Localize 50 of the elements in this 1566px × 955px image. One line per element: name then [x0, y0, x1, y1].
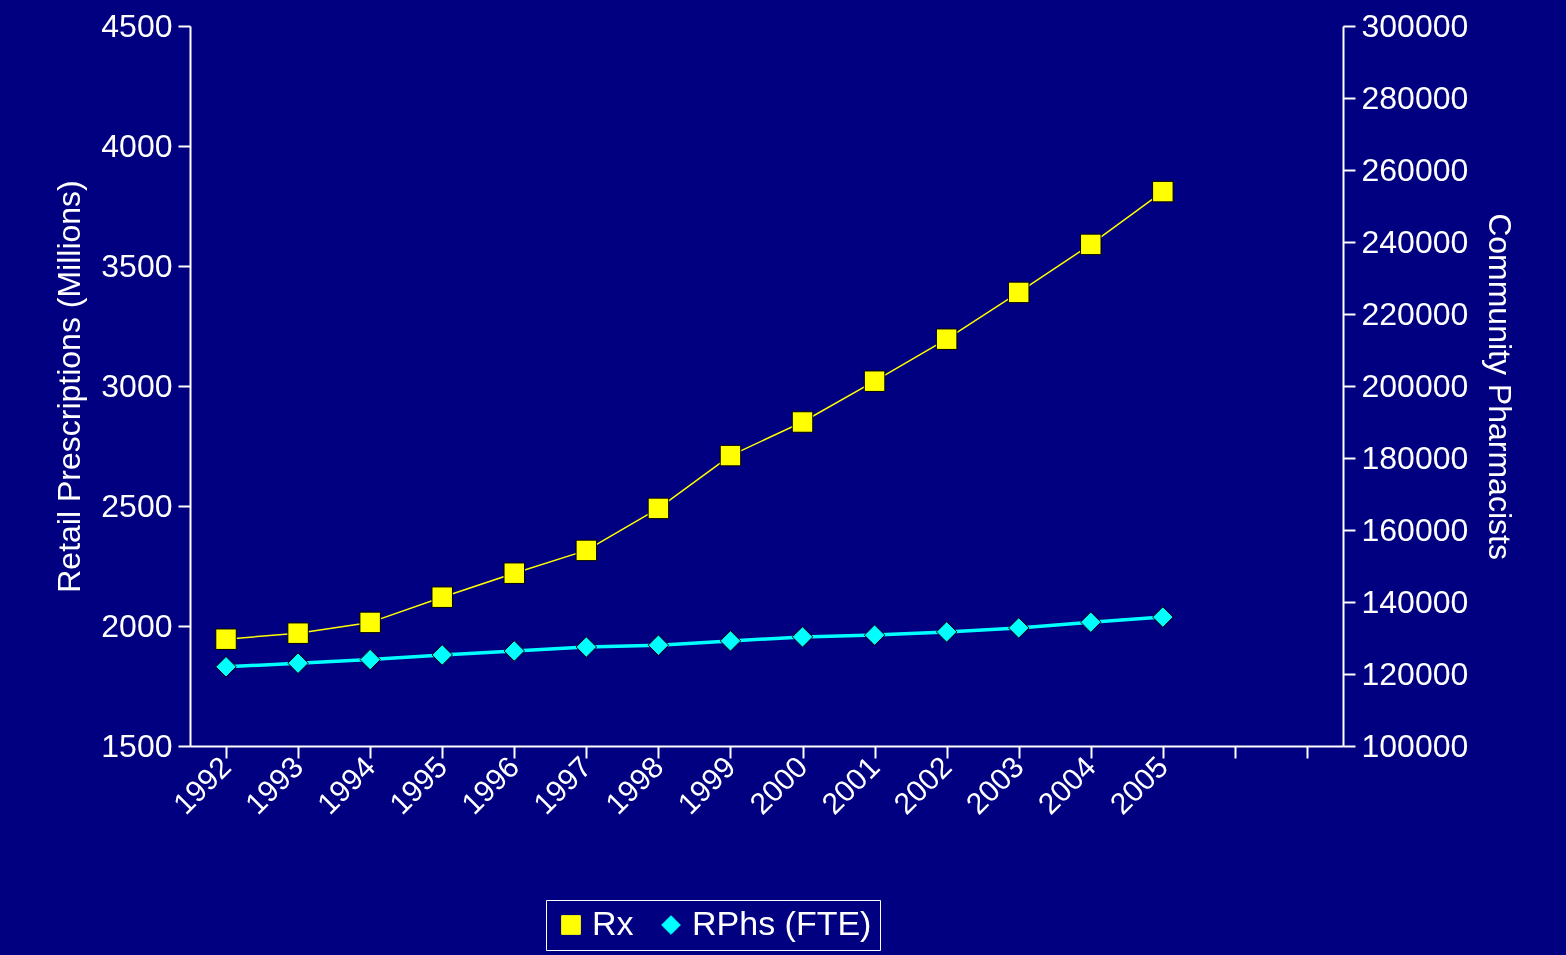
point — [863, 624, 886, 646]
y2-tick-label: 240000 — [1361, 223, 1469, 260]
y-tick-label: 4500 — [101, 7, 173, 44]
y2-tick-label: 160000 — [1361, 511, 1469, 548]
point — [1152, 606, 1174, 628]
y-tick-label: 4000 — [101, 127, 173, 164]
point — [431, 644, 453, 666]
point — [863, 370, 886, 392]
point — [431, 586, 453, 608]
y2-tick-label: 300000 — [1361, 7, 1469, 44]
point — [1007, 617, 1030, 639]
point — [359, 611, 381, 634]
y2-tick-label: 120000 — [1361, 655, 1469, 692]
y-tick-label: 3500 — [101, 247, 173, 284]
point — [215, 656, 237, 678]
y-tick-label: 1500 — [101, 727, 173, 764]
point — [719, 444, 742, 467]
point — [575, 636, 598, 658]
point — [1080, 233, 1102, 256]
legend-label: RPhs (FTE) — [692, 904, 872, 942]
y-tick-label: 2000 — [101, 607, 173, 644]
point — [359, 648, 381, 671]
point — [575, 539, 598, 562]
point — [503, 562, 526, 584]
legend-label: Rx — [592, 904, 634, 942]
y2-tick-label: 260000 — [1361, 151, 1469, 188]
point — [287, 622, 309, 644]
y2-tick-label: 280000 — [1361, 79, 1469, 116]
point — [287, 652, 309, 674]
y2-tick-label: 180000 — [1361, 439, 1469, 476]
point — [791, 411, 814, 433]
point — [791, 626, 814, 648]
point — [935, 621, 958, 643]
y2-tick-label: 200000 — [1361, 367, 1469, 404]
y2-tick-label: 100000 — [1361, 727, 1469, 764]
y2-axis-title: Community Pharmacists — [1482, 213, 1519, 560]
y-tick-label: 3000 — [101, 367, 173, 404]
y2-tick-label: 220000 — [1361, 295, 1469, 332]
point — [935, 328, 958, 350]
point — [503, 640, 526, 662]
point — [1007, 281, 1030, 304]
point — [1152, 180, 1174, 203]
point — [719, 630, 742, 652]
point — [215, 628, 237, 650]
point — [647, 497, 670, 520]
point — [647, 634, 670, 656]
y-tick-label: 2500 — [101, 487, 173, 524]
y2-tick-label: 140000 — [1361, 583, 1469, 620]
y-axis-title: Retail Prescriptions (Millions) — [51, 180, 88, 593]
point — [1080, 611, 1102, 633]
